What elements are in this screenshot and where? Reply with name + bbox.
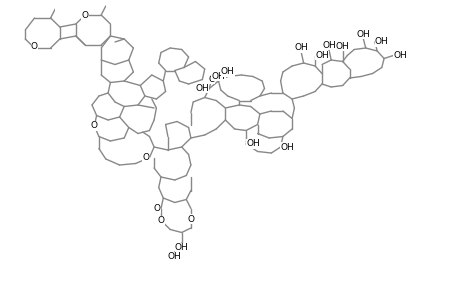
Text: OH: OH — [314, 51, 328, 60]
Text: O: O — [31, 42, 38, 51]
Text: O: O — [207, 75, 215, 84]
Text: OH: OH — [335, 42, 349, 51]
Text: OH: OH — [246, 140, 259, 148]
Text: OH: OH — [356, 30, 369, 39]
Text: O: O — [142, 153, 149, 162]
Text: OH: OH — [392, 51, 406, 60]
Text: OH: OH — [220, 68, 234, 76]
Text: O: O — [90, 122, 98, 130]
Text: O: O — [154, 204, 161, 213]
Text: O: O — [187, 214, 194, 224]
Text: OH: OH — [374, 38, 388, 46]
Text: O: O — [81, 11, 89, 20]
Text: OH: OH — [280, 142, 294, 152]
Text: O: O — [157, 216, 164, 225]
Text: OH: OH — [168, 252, 181, 261]
Text: OH: OH — [195, 84, 209, 93]
Text: OH: OH — [321, 40, 335, 50]
Text: OH: OH — [294, 44, 308, 52]
Text: OH: OH — [211, 72, 225, 81]
Text: OH: OH — [174, 243, 188, 252]
